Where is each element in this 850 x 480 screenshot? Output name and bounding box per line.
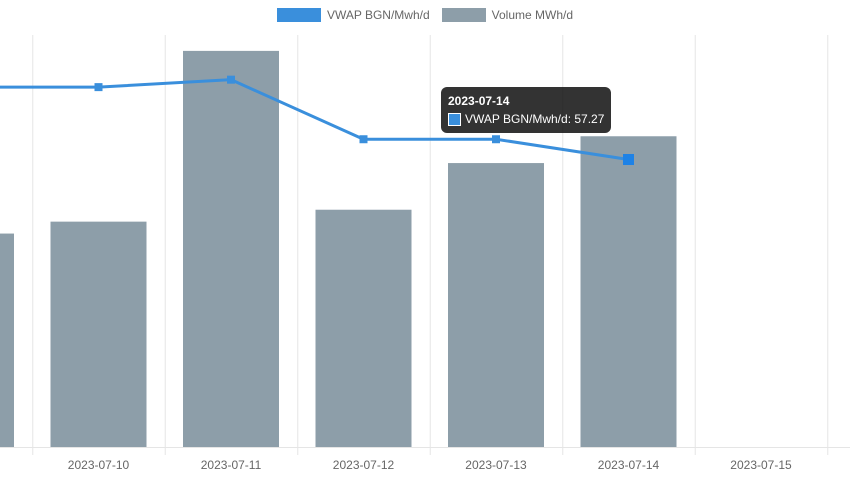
- volume-bar: [448, 163, 544, 447]
- vwap-line: [0, 78, 629, 161]
- tooltip-label: VWAP BGN/Mwh/d: 57.27: [465, 112, 605, 126]
- vwap-point: [94, 83, 103, 92]
- vwap-point: [227, 75, 235, 84]
- volume-bar: [50, 221, 147, 447]
- tooltip-swatch: [448, 112, 461, 126]
- x-axis-ticks: 2023-07-10 2023-07-11 2023-07-12 2023-07-13…: [68, 458, 792, 472]
- volume-bar: [315, 209, 412, 447]
- x-tick-label: 2023-07-11: [201, 458, 262, 472]
- legend-item-vwap[interactable]: VWAP BGN/Mwh/d: [276, 8, 430, 22]
- legend-item-volume[interactable]: Volume MWh/d: [441, 8, 574, 22]
- x-tick-label: 2023-07-13: [465, 458, 527, 472]
- x-tick-label: 2023-07-12: [333, 458, 395, 472]
- volume-bar: [0, 233, 14, 447]
- x-tick-label: 2023-07-10: [68, 458, 130, 472]
- vwap-point: [359, 135, 368, 144]
- legend: VWAP BGN/Mwh/d Volume MWh/d: [0, 8, 850, 22]
- tooltip-title: 2023-07-14: [448, 94, 510, 108]
- legend-swatch-volume: [441, 8, 486, 22]
- vwap-point: [492, 135, 500, 144]
- x-tick-label: 2023-07-15: [730, 458, 792, 472]
- vwap-point-active: [623, 154, 634, 166]
- legend-swatch-vwap: [276, 8, 321, 22]
- volume-bar: [580, 136, 677, 448]
- tooltip: 2023-07-14 VWAP BGN/Mwh/d: 57.27: [441, 87, 612, 133]
- tooltip-row: VWAP BGN/Mwh/d: 57.27: [448, 111, 604, 127]
- legend-label-vwap: VWAP BGN/Mwh/d: [326, 8, 430, 22]
- vwap-line-series: [0, 75, 634, 166]
- volume-bar: [183, 50, 279, 447]
- x-tick-label: 2023-07-14: [598, 458, 660, 472]
- legend-label-volume: Volume MWh/d: [491, 8, 574, 22]
- volume-bars: [0, 50, 677, 448]
